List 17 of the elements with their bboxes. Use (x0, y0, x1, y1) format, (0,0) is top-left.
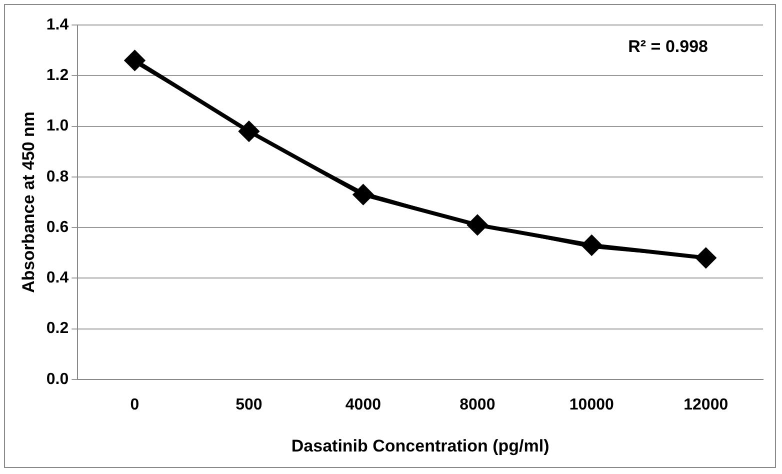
x-tick-label: 0 (130, 396, 140, 414)
x-axis-title: Dasatinib Concentration (pg/ml) (291, 436, 550, 456)
x-tick-label: 500 (236, 396, 262, 414)
y-tick-label: 0.4 (46, 270, 69, 287)
y-tick-label: 1.4 (46, 16, 69, 34)
y-tick-label: 1.2 (46, 67, 69, 84)
x-tick-label: 12000 (684, 396, 728, 414)
y-tick-label: 0.6 (46, 218, 69, 236)
x-tick-label: 8000 (460, 396, 496, 414)
y-tick-label: 0.8 (46, 168, 69, 186)
x-tick-label: 10000 (569, 396, 614, 414)
y-tick-label: 1.0 (46, 118, 69, 135)
y-tick-label: 0.0 (46, 370, 69, 388)
annotation: R² = 0.998 (628, 37, 708, 56)
y-tick-label: 0.2 (46, 320, 69, 338)
y-axis-title: Absorbance at 450 nm (18, 111, 38, 293)
x-tick-label: 4000 (345, 396, 382, 414)
